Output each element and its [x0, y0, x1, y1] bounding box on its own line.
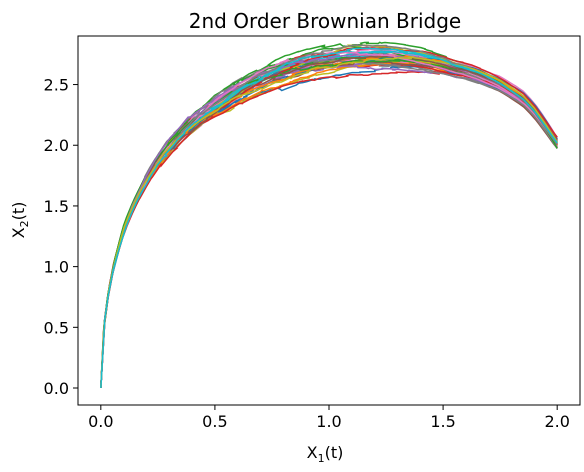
- x-tick-label: 2.0: [544, 412, 569, 431]
- series-line: [100, 53, 558, 389]
- series-line: [100, 64, 558, 389]
- series-line: [100, 50, 558, 389]
- y-tick-label: 2.5: [44, 76, 69, 95]
- series-line: [100, 51, 558, 389]
- series-line: [100, 60, 558, 389]
- y-tick-label: 1.0: [44, 258, 69, 277]
- series-line: [100, 53, 558, 389]
- series-line: [100, 60, 558, 389]
- series-line: [100, 57, 558, 389]
- y-tick-label: 0.0: [44, 379, 69, 398]
- series-line: [100, 47, 558, 389]
- series-line: [100, 54, 558, 389]
- series-line: [100, 56, 558, 389]
- chart-title: 2nd Order Brownian Bridge: [189, 9, 461, 33]
- series-line: [100, 51, 558, 389]
- x-axis-label-subscript: 1: [318, 452, 325, 465]
- series-line: [100, 59, 558, 389]
- series-line: [100, 51, 558, 389]
- series-line: [100, 44, 558, 389]
- series-line: [100, 41, 558, 389]
- series-line: [100, 58, 558, 389]
- x-axis: 0.0 0.5 1.0 1.5 2.0: [88, 405, 570, 431]
- y-axis-label-base: X: [9, 227, 28, 238]
- series-line: [100, 55, 558, 389]
- series-line: [100, 54, 558, 389]
- y-axis-label: X2(t): [9, 202, 31, 239]
- series-line: [100, 61, 558, 389]
- y-tick-label: 2.0: [44, 136, 69, 155]
- series-line: [100, 53, 558, 389]
- series-line: [100, 55, 558, 389]
- series-line: [100, 56, 558, 389]
- series-line: [100, 59, 558, 389]
- y-axis-label-subscript: 2: [18, 220, 31, 227]
- series-paths: [100, 41, 558, 389]
- series-line: [100, 44, 558, 389]
- series-line: [100, 58, 558, 389]
- x-tick-label: 1.0: [316, 412, 341, 431]
- series-line: [100, 56, 558, 389]
- y-axis-label-suffix: (t): [9, 202, 28, 221]
- series-line: [100, 46, 558, 389]
- series-line: [100, 62, 558, 389]
- y-axis: 0.0 0.5 1.0 1.5 2.0 2.5: [44, 76, 78, 398]
- y-tick-label: 0.5: [44, 318, 69, 337]
- x-tick-label: 0.0: [88, 412, 113, 431]
- series-line: [100, 55, 558, 389]
- series-line: [100, 71, 558, 389]
- x-tick-label: 0.5: [202, 412, 227, 431]
- x-axis-label: X1(t): [307, 443, 344, 465]
- series-line: [100, 56, 558, 389]
- series-line: [100, 61, 558, 389]
- series-line: [100, 43, 558, 389]
- series-line: [100, 64, 558, 389]
- series-line: [100, 48, 558, 389]
- series-line: [100, 63, 558, 389]
- series-line: [100, 50, 558, 389]
- y-tick-label: 1.5: [44, 197, 69, 216]
- series-line: [100, 59, 558, 389]
- series-line: [100, 47, 558, 389]
- x-axis-label-suffix: (t): [325, 443, 344, 462]
- x-tick-label: 1.5: [430, 412, 455, 431]
- x-axis-label-base: X: [307, 443, 318, 462]
